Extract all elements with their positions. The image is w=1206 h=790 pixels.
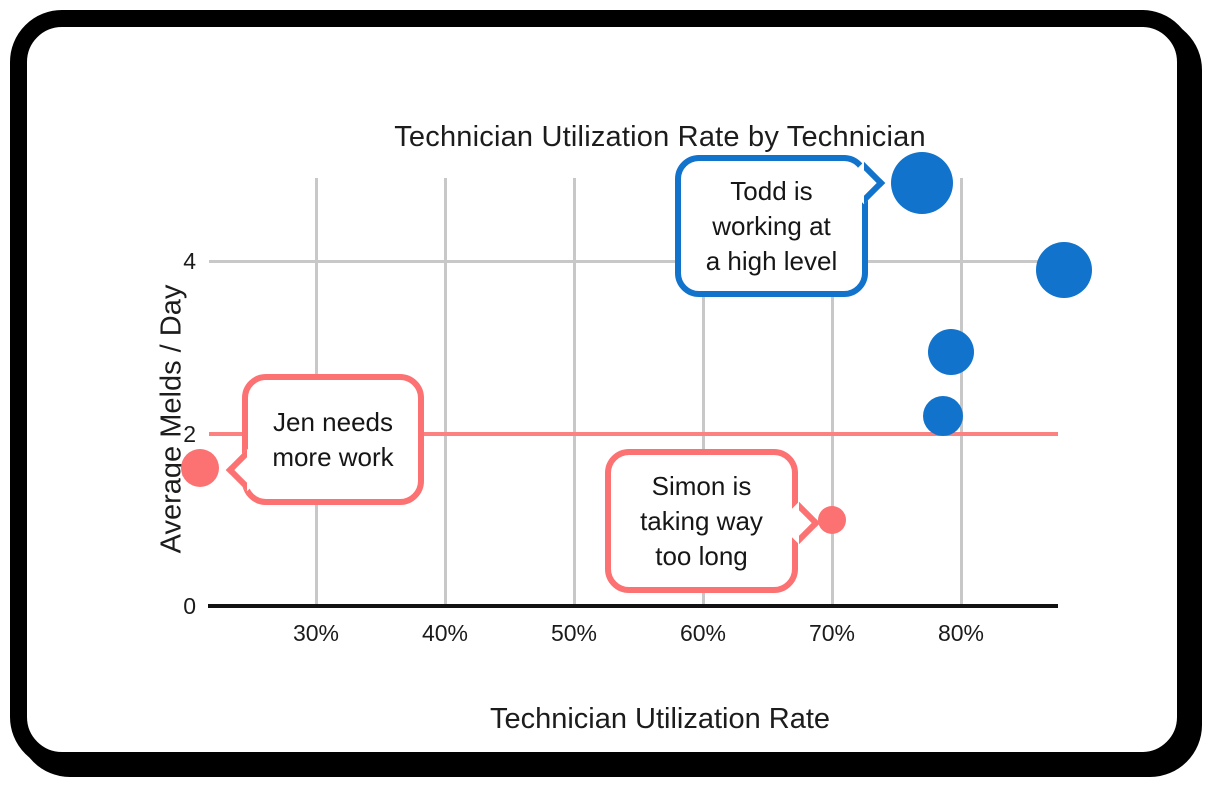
callout-line: Jen needs	[273, 406, 393, 437]
data-point-high-performers[interactable]	[891, 152, 954, 215]
data-point-high-performers[interactable]	[927, 328, 974, 375]
callout-line: too long	[655, 540, 748, 571]
chart-card: Technician Utilization Rate by Technicia…	[10, 10, 1194, 769]
x-axis-title: Technician Utilization Rate	[489, 703, 831, 735]
x-gridline	[959, 178, 963, 604]
plot-area: 30% 40% 50% 60% 70% 80% 0 2 4 Todd is working at a …	[27, 27, 1199, 783]
callout-line: working at	[712, 210, 831, 241]
y-tick-label: 2	[183, 420, 196, 447]
x-gridline	[443, 178, 447, 604]
y-gridline	[209, 259, 1058, 263]
x-gridline	[572, 178, 576, 604]
callout-line: more work	[272, 441, 394, 472]
callout-line: a high level	[705, 245, 838, 276]
data-point-low-performers[interactable]	[180, 449, 219, 487]
x-tick-label: 70%	[808, 620, 856, 646]
x-tick-label: 30%	[292, 620, 340, 646]
x-axis-line	[208, 604, 1058, 608]
callout-line: Todd is	[730, 175, 813, 206]
reference-line	[209, 431, 1058, 436]
y-tick-label: 0	[183, 593, 196, 619]
callout-line: Simon is	[651, 470, 752, 501]
x-tick-label: 80%	[937, 620, 985, 646]
x-tick-label: 40%	[421, 620, 469, 646]
chart-title: Technician Utilization Rate by Technicia…	[394, 121, 926, 153]
data-point-high-performers[interactable]	[1036, 241, 1093, 298]
data-point-high-performers[interactable]	[922, 396, 963, 437]
x-tick-label: 50%	[550, 620, 598, 646]
y-tick-label: 4	[183, 248, 196, 274]
x-gridline	[830, 178, 834, 604]
data-point-low-performers[interactable]	[818, 505, 846, 534]
callout-line: taking way	[640, 505, 763, 536]
callout-simon: Simon is taking way too long	[605, 449, 798, 593]
callout-todd: Todd is working at a high level	[675, 155, 868, 297]
callout-jen: Jen needs more work	[242, 374, 424, 505]
x-gridline	[701, 178, 705, 604]
x-tick-label: 60%	[679, 620, 727, 646]
